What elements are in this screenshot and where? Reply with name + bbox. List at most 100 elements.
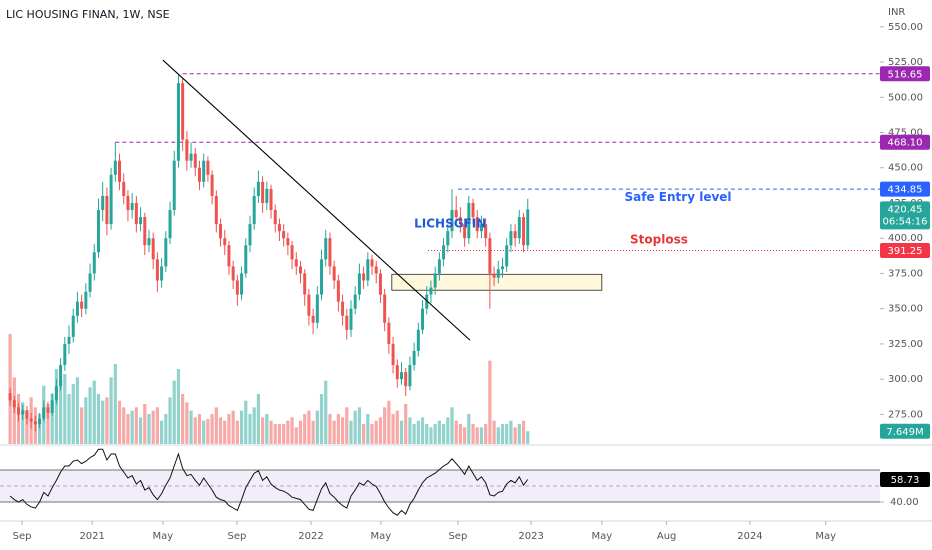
candle-body [8,393,12,401]
candle-body [25,410,29,419]
candle-body [75,301,79,316]
candle-body [298,266,302,274]
volume-bar [256,394,261,444]
candle-body [101,195,105,211]
candle-body [442,245,446,260]
volume-bar [138,417,143,444]
volume-bar [231,410,235,444]
x-tick-label: May [815,531,836,542]
candle-body [269,188,273,211]
volume-bar [463,427,467,444]
currency: INR [888,7,905,18]
candle-body [311,315,315,323]
level-label: 516.65 [888,69,923,80]
volume-bar [147,414,151,444]
candle-body [378,273,382,295]
candle-body [42,407,46,419]
candle-body [273,210,277,225]
candle-body [446,231,450,246]
volume-bar [416,420,420,444]
y-tick-label: 525.00 [888,57,923,68]
last-price-label: 420.45 [888,204,923,215]
volume-bar [37,414,42,444]
volume-bar [25,410,29,444]
volume-bar [450,407,454,444]
annotation: LICHSGFIN [414,217,486,231]
volume-bar [458,424,463,444]
level-label: 468.10 [888,138,923,149]
volume-bar [311,420,315,444]
volume-bar [454,420,458,444]
level-label-box [880,181,930,197]
volume-bar [513,427,517,444]
candle-body [202,160,206,182]
candle-body [235,280,239,295]
candle-body [219,224,223,239]
candle-body [227,245,231,267]
y-tick-label: 375.00 [888,268,923,279]
candle-body [303,273,307,295]
volume-bar [429,427,433,444]
level-label-box [880,134,930,150]
candle-body [223,238,227,246]
volume-bar [96,394,101,444]
candle-body [433,273,437,288]
candle-body [164,238,168,267]
x-tick-label: Aug [657,531,677,542]
candle-body [437,259,441,274]
annotation: Stoploss [630,233,688,247]
candle-body [513,231,517,239]
candle-body [160,266,164,281]
volume-bar [172,380,176,444]
candle-body [155,259,159,281]
volume-bar [151,410,155,444]
candle-body [17,407,21,415]
y-tick-label: 275.00 [888,409,923,420]
volume-bar [340,417,345,444]
volume-bar [362,424,366,444]
rsi-tick-label: 40.00 [890,497,919,508]
candle-body [353,294,357,309]
y-tick-label: 500.00 [888,92,923,103]
volume-bar [425,424,429,444]
candle-body [374,266,378,274]
volume-bar [437,420,441,444]
annotation: Safe Entry level [625,190,732,204]
volume-bar [261,417,265,444]
volume-bar [319,394,324,444]
volume-bar [328,414,332,444]
candle-body [290,245,294,260]
volume-bar [357,407,362,444]
volume-bar [265,414,269,444]
volume-bar [189,410,193,444]
candle-body [412,350,416,366]
volume-label: 7.649M [886,427,923,438]
volume-bar [332,420,336,444]
candle-body [458,217,462,225]
volume-bar [63,374,67,444]
candle-body [349,308,353,330]
candle-body [12,400,16,408]
volume-bar [21,402,25,444]
volume-bar [475,427,479,444]
volume-bar [383,407,387,444]
trendline [162,59,471,341]
volume-bar [294,427,298,444]
volume-bar [404,404,408,444]
candle-body [399,372,403,380]
volume-bar [117,400,122,444]
candle-body [505,245,509,267]
candle-body [332,266,336,281]
candle-body [492,273,496,278]
candle-body [328,238,332,267]
last-price-box [880,201,930,230]
volume-bar [387,400,391,444]
candle-body [357,273,361,295]
candle-body [517,217,521,239]
volume-bar [248,414,252,444]
candle-body [421,308,425,330]
candle-body [71,315,75,337]
candle-body [450,210,454,232]
candle-body [383,294,387,323]
candle-body [320,259,324,295]
